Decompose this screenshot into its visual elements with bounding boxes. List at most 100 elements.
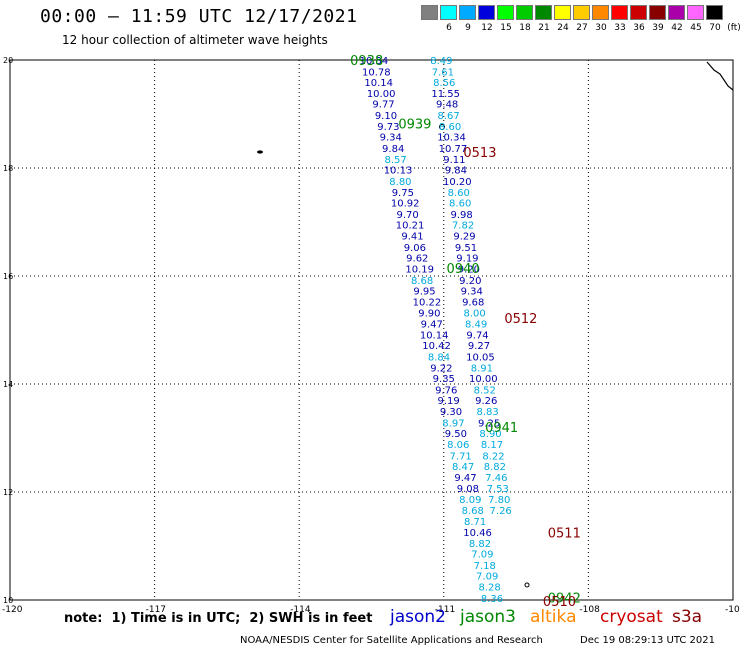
wave-height-value: 10.34 [437, 133, 466, 144]
legend-swatch [459, 5, 476, 20]
pass-time-label: 0510 [543, 595, 576, 610]
wave-height-value: 10.92 [391, 199, 420, 210]
wave-height-value: 9.68 [462, 297, 484, 308]
wave-height-value: 10.05 [466, 352, 495, 363]
track-marker [524, 582, 530, 588]
legend-label: 36 [633, 23, 645, 33]
legend-swatch [440, 5, 457, 20]
legend-swatch [611, 5, 628, 20]
wave-height-value: 8.67 [437, 111, 459, 122]
wave-height-value: 7.26 [490, 506, 512, 517]
wave-height-value: 8.84 [428, 352, 450, 363]
wave-height-value: 9.70 [397, 210, 419, 221]
wave-height-value: 9.06 [404, 243, 426, 254]
lat-tick-label: 10 [3, 596, 13, 605]
wave-height-value: 8.83 [477, 407, 499, 418]
pass-time-label: 0941 [485, 421, 518, 436]
wave-height-value: 9.08 [457, 484, 479, 495]
legend-swatch [649, 5, 666, 20]
wave-height-value: 8.17 [481, 440, 503, 451]
lon-tick-label: -108 [579, 605, 600, 615]
wave-height-value: 7.61 [432, 67, 454, 78]
lat-tick-label: 18 [3, 164, 13, 173]
wave-height-value: 8.80 [389, 177, 411, 188]
lon-tick-label: -117 [146, 605, 166, 615]
lat-tick-label: 12 [3, 488, 13, 497]
lon-tick-label: -120 [2, 605, 23, 615]
legend-swatch [421, 5, 438, 20]
wave-height-value: 9.50 [445, 429, 467, 440]
wave-height-value: 9.62 [406, 254, 428, 265]
lat-tick-label: 20 [3, 56, 13, 65]
wave-height-value: 8.36 [481, 594, 503, 605]
wave-height-value: 7.71 [450, 451, 472, 462]
wave-height-value: 8.06 [447, 440, 469, 451]
satellite-label-cryosat: cryosat [600, 607, 663, 627]
track-marker [439, 124, 445, 130]
wave-height-value: 9.47 [421, 320, 443, 331]
island-marker [257, 150, 263, 154]
legend-swatch [668, 5, 685, 20]
wave-height-value: 10.00 [367, 89, 396, 100]
legend-swatch [630, 5, 647, 20]
wave-height-value: 9.41 [401, 232, 423, 243]
wave-height-value: 7.82 [452, 221, 474, 232]
wave-height-value: 9.47 [454, 473, 476, 484]
pass-time-label: 0512 [504, 312, 537, 327]
wave-height-value: 10.77 [439, 144, 468, 155]
legend-label: 39 [652, 23, 664, 33]
wave-height-value: 8.68 [411, 276, 433, 287]
legend-label: 33 [614, 23, 626, 33]
wave-height-value: 8.57 [384, 155, 406, 166]
wave-height-value: 9.73 [377, 122, 399, 133]
wave-height-value: 10.22 [413, 297, 442, 308]
wave-height-value: 8.97 [442, 418, 464, 429]
wave-height-value: 7.53 [487, 484, 509, 495]
satellite-label-altika: altika [530, 607, 577, 627]
wave-height-value: 9.98 [451, 210, 473, 221]
legend-label: 9 [465, 23, 471, 33]
wave-height-value: 8.90 [479, 429, 501, 440]
wave-height-value: 8.00 [464, 309, 486, 320]
wave-height-value: 9.84 [382, 144, 404, 155]
satellite-label-jason3: jason3 [460, 607, 516, 627]
wave-height-value: 10.21 [396, 221, 425, 232]
legend-swatch [497, 5, 514, 20]
wave-height-value: 8.09 [459, 495, 481, 506]
wave-height-value: 10.00 [469, 374, 498, 385]
wave-height-value: 8.47 [452, 462, 474, 473]
map-subtitle: 12 hour collection of altimeter wave hei… [62, 33, 328, 47]
wave-height-value: 8.60 [439, 122, 461, 133]
pass-time-label: 0513 [463, 146, 496, 161]
legend-label: 21 [538, 23, 550, 33]
wave-height-value: 8.82 [484, 462, 506, 473]
wave-height-value: 9.20 [458, 264, 480, 275]
wave-height-value: 10.46 [463, 528, 492, 539]
legend-swatch [554, 5, 571, 20]
wave-height-value: 8.52 [474, 385, 496, 396]
wave-height-value: 8.22 [482, 451, 504, 462]
legend-label: 18 [519, 23, 531, 33]
wave-height-value: 9.77 [372, 100, 394, 111]
wave-height-value: 9.27 [468, 341, 490, 352]
wave-height-value: 10.42 [422, 341, 451, 352]
legend-swatch [592, 5, 609, 20]
map-frame [9, 59, 734, 601]
wave-height-value: 9.20 [459, 276, 481, 287]
wave-height-value: 8.68 [462, 506, 484, 517]
wave-height-value: 10.20 [443, 177, 472, 188]
pass-time-label: 0938 [350, 54, 383, 69]
wave-height-value: 9.74 [466, 330, 488, 341]
pass-time-label: 0942 [548, 591, 581, 606]
legend-label: 12 [481, 23, 493, 33]
wave-height-value: 11.55 [431, 89, 460, 100]
wave-height-value: 9.76 [435, 385, 457, 396]
pass-time-label: 0940 [447, 262, 480, 277]
coastline [706, 61, 734, 91]
wave-height-value: 9.19 [437, 396, 459, 407]
legend-label: 24 [557, 23, 569, 33]
wave-height-value: 8.71 [464, 517, 486, 528]
legend-swatch [687, 5, 704, 20]
wave-height-value: 9.26 [475, 396, 497, 407]
